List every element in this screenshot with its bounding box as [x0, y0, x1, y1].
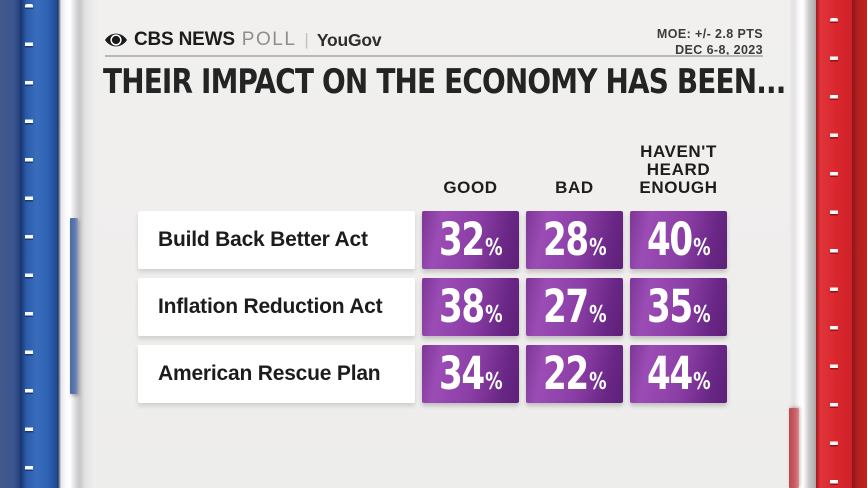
left-blue-tab — [70, 218, 78, 394]
percent-sign: % — [692, 368, 711, 395]
value-number: 38 — [438, 280, 485, 334]
percent-sign: % — [588, 234, 607, 261]
left-stitches — [25, 4, 33, 488]
right-red-tab — [789, 408, 799, 488]
right-stitches — [830, 18, 838, 488]
moe-line: MOE: +/- 2.8 PTS — [656, 27, 763, 41]
right-page-edge — [789, 0, 816, 488]
value-cell: 32% — [422, 211, 519, 269]
row-label-build-back-better: Build Back Better Act — [138, 211, 415, 269]
value-number: 34 — [438, 347, 485, 401]
percent-sign: % — [484, 301, 503, 328]
value-number: 35 — [646, 280, 693, 334]
value-cell: 27% — [526, 278, 623, 336]
cbs-eye-icon — [105, 33, 127, 47]
brand-yougov: YouGov — [316, 29, 382, 50]
value-number: 40 — [646, 213, 693, 267]
table-corner-spacer — [138, 144, 415, 202]
left-spine-dark-band — [0, 0, 20, 488]
moe-block: MOE: +/- 2.8 PTS DEC 6-8, 2023 — [657, 26, 763, 59]
value-cell: 34% — [422, 345, 519, 403]
percent-sign: % — [692, 301, 711, 328]
column-header-bad: BAD — [555, 177, 594, 197]
value-cell: 35% — [630, 278, 727, 336]
column-header-good: GOOD — [443, 177, 498, 197]
value-number: 27 — [542, 280, 589, 334]
percent-sign: % — [484, 234, 503, 261]
value-number: 28 — [542, 213, 589, 267]
value-cell: 44% — [630, 345, 727, 403]
percent-sign: % — [588, 368, 607, 395]
value-number: 44 — [646, 347, 693, 401]
row-label-inflation-reduction: Inflation Reduction Act — [138, 278, 415, 336]
brand-poll: POLL — [241, 29, 297, 50]
value-cell: 22% — [526, 345, 623, 403]
date-line: DEC 6-8, 2023 — [675, 43, 763, 58]
percent-sign: % — [484, 368, 503, 395]
column-header-havent-heard: HAVEN'T HEARD ENOUGH — [639, 141, 718, 197]
value-cell: 38% — [422, 278, 519, 336]
poll-table: GOOD BAD HAVEN'T HEARD ENOUGH Build Back… — [138, 141, 727, 403]
row-label-american-rescue: American Rescue Plan — [138, 345, 415, 403]
percent-sign: % — [588, 301, 607, 328]
brand-lockup: CBS NEWS POLL | YouGov — [105, 26, 382, 51]
value-cell: 28% — [526, 211, 623, 269]
header: CBS NEWS POLL | YouGov MOE: +/- 2.8 PTS … — [105, 26, 763, 59]
brand-cbs-news: CBS NEWS — [134, 29, 235, 50]
right-spine-dark-band — [852, 0, 867, 488]
header-divider — [105, 55, 763, 57]
brand-separator: | — [304, 30, 309, 49]
page-title: THEIR IMPACT ON THE ECONOMY HAS BEEN... — [103, 62, 786, 102]
value-cell: 40% — [630, 211, 727, 269]
value-number: 32 — [438, 213, 485, 267]
percent-sign: % — [692, 234, 711, 261]
value-number: 22 — [542, 347, 589, 401]
